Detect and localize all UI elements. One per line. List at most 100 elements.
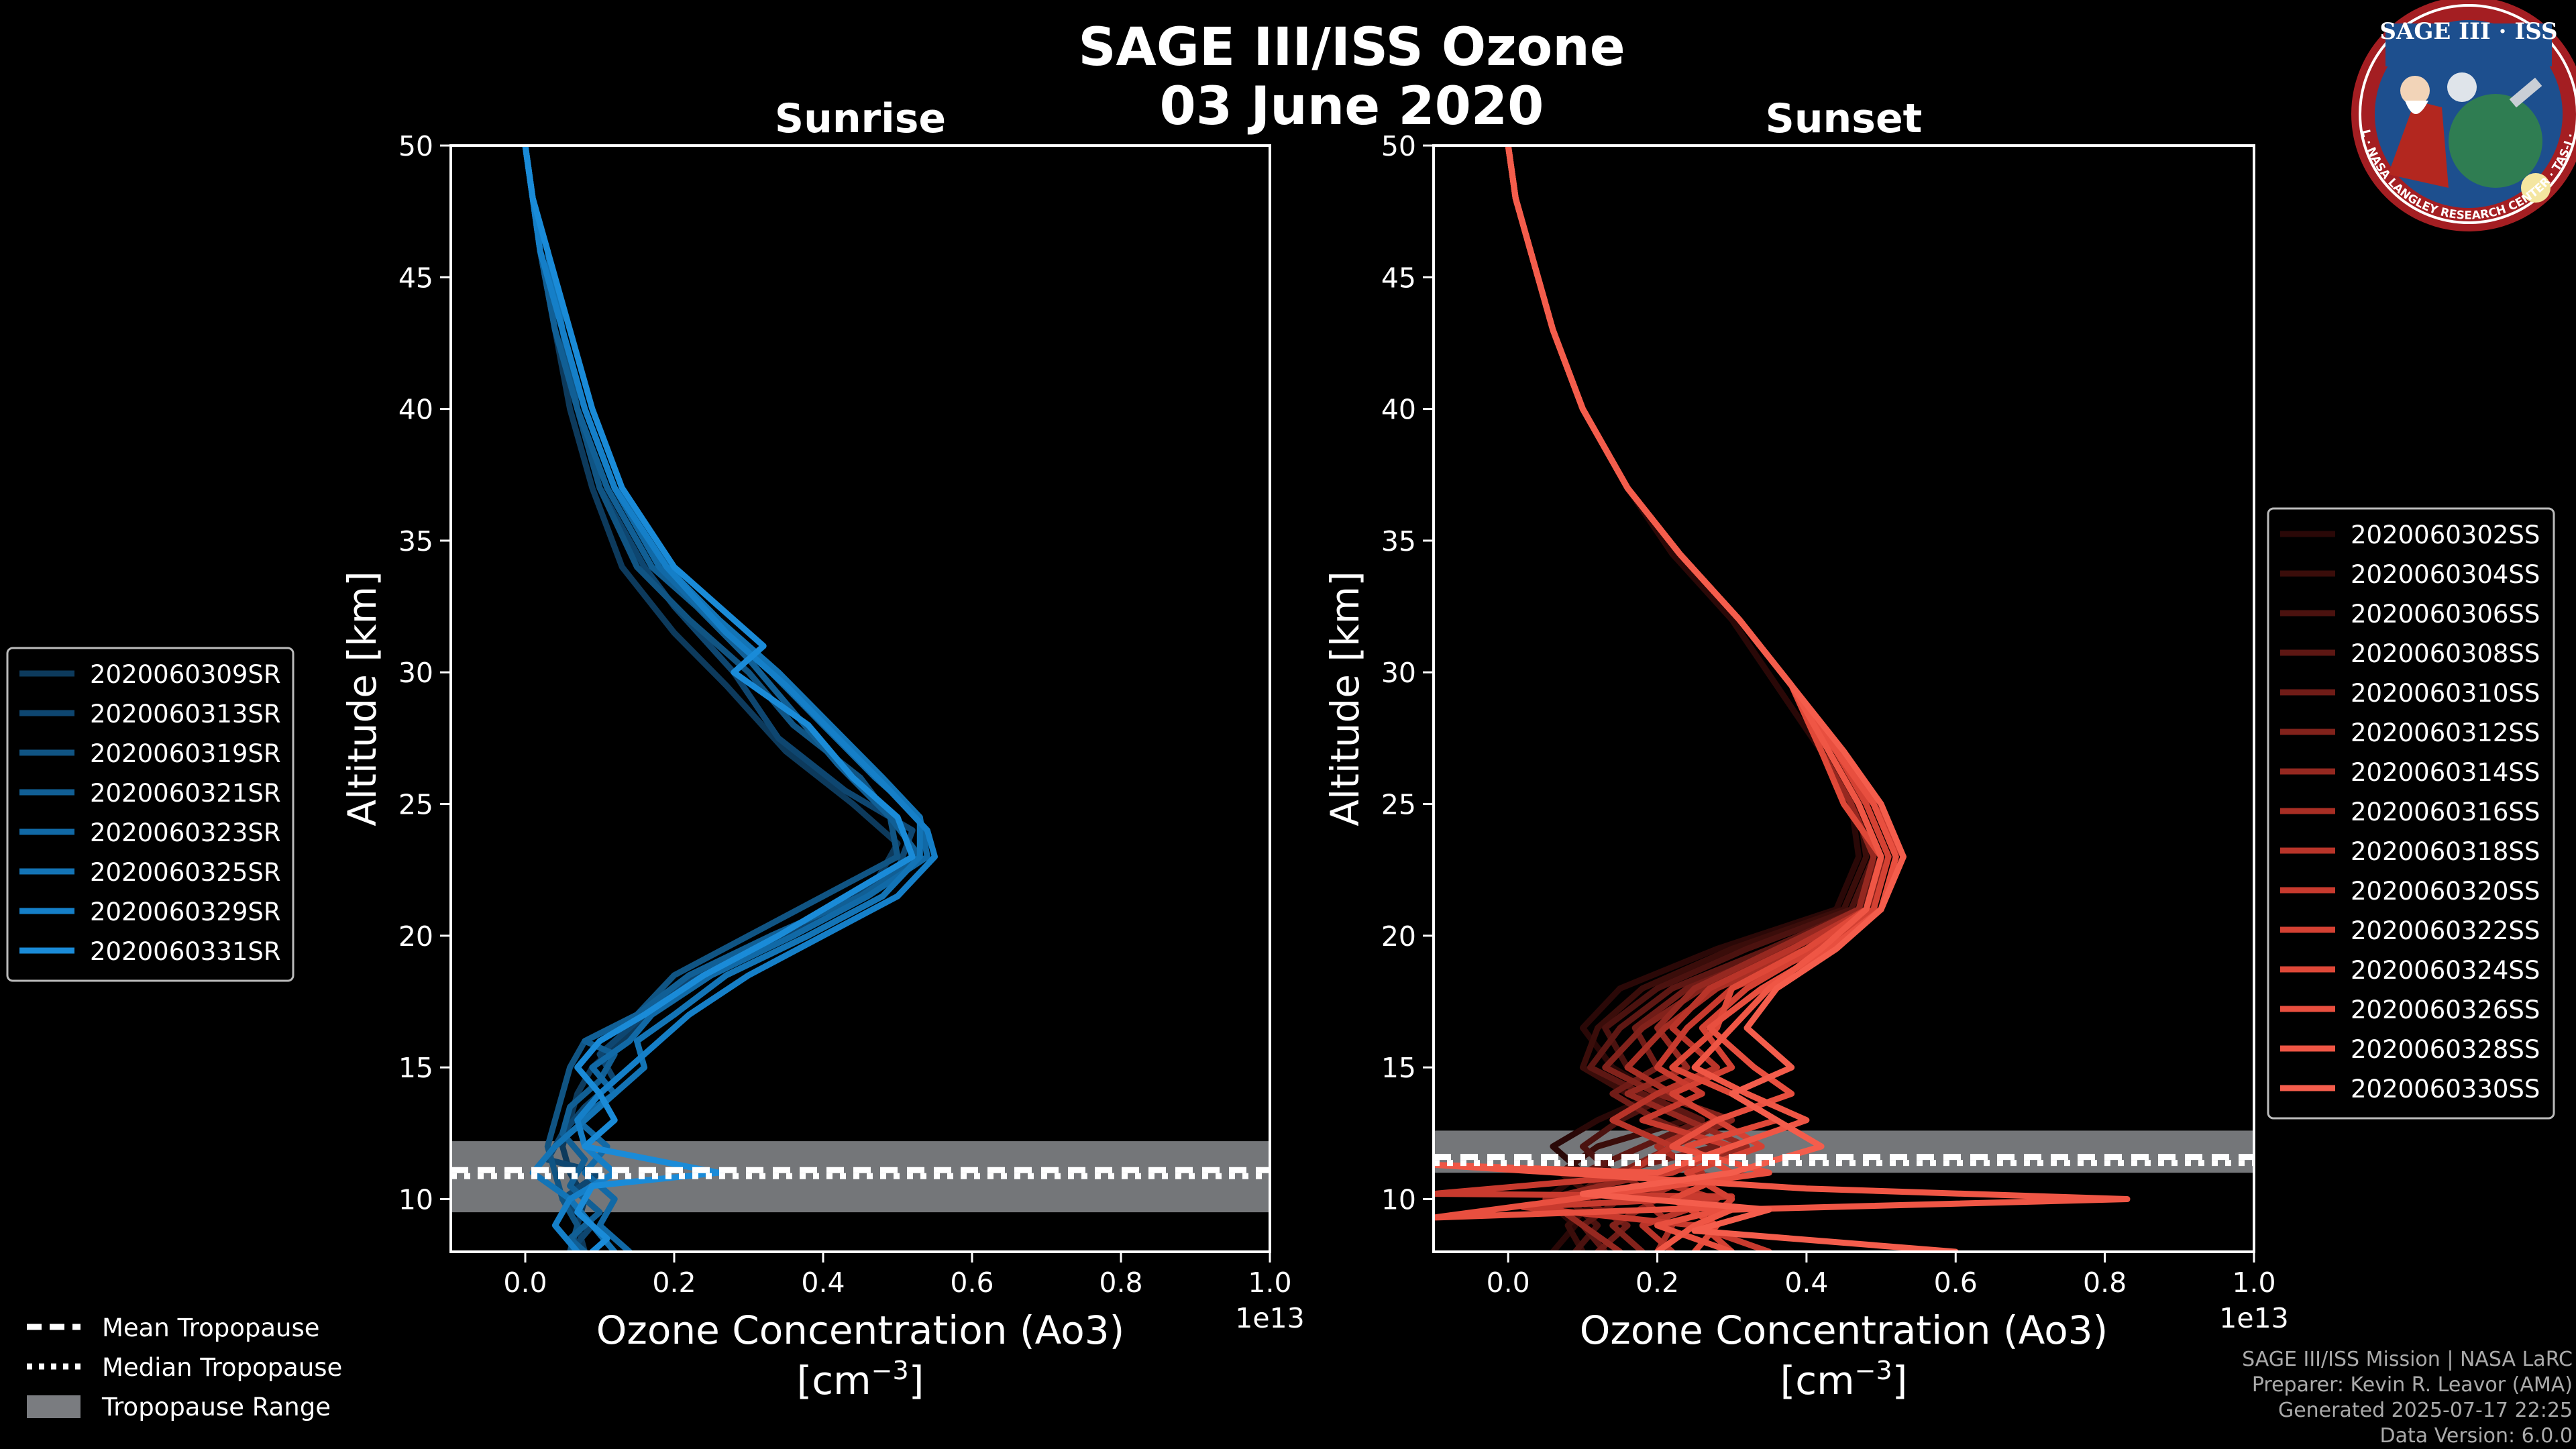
plot-area: [1434, 146, 2254, 1252]
legend-label-2020060302SS: 2020060302SS: [2351, 521, 2540, 549]
legend-label-2020060324SS: 2020060324SS: [2351, 956, 2540, 985]
x-axis-label: Ozone Concentration (Ao3): [1580, 1307, 2108, 1353]
series-line-2020060331SR: [522, 146, 916, 1252]
mean-tropopause-label: Mean Tropopause: [102, 1313, 320, 1342]
series-line-2020060330SS: [1505, 146, 1959, 1252]
sunset-panel: Sunset 10 15 20 25 30 35 40 45 50 0.0 0.2 0.4 0.6 0.8 1…: [1322, 95, 2289, 1403]
x-unit-prefix: [cm: [797, 1358, 871, 1403]
x-tick-label: 0.8: [2083, 1267, 2127, 1299]
x-tick-label: 0.8: [1099, 1267, 1142, 1299]
earth-icon: [2449, 94, 2542, 188]
y-tick-label: 45: [1381, 262, 1416, 294]
moon-icon: [2447, 72, 2477, 102]
x-axis-unit: [cm−3]: [1780, 1356, 1908, 1403]
sunrise-panel: Sunrise 10 15 20 25 30 35 40 45 50 0.0 0.2 0.4 0.6 0.8…: [339, 95, 1305, 1403]
legend-label-2020060321SR: 2020060321SR: [90, 779, 281, 808]
y-tick-label: 10: [398, 1183, 433, 1216]
y-tick-label: 25: [1381, 789, 1416, 821]
series-line-2020060323SR: [522, 146, 930, 1252]
y-tick-label: 20: [1381, 920, 1416, 953]
x-unit-suffix: ]: [909, 1358, 924, 1403]
sunset-legend: 2020060302SS 2020060304SS 2020060306SS 2020…: [2267, 507, 2555, 1120]
x-axis-unit: [cm−3]: [797, 1356, 924, 1403]
y-tick-label: 40: [398, 394, 433, 426]
legend-label-2020060310SS: 2020060310SS: [2351, 679, 2540, 708]
y-tick-label: 50: [398, 130, 433, 162]
panel-title: Sunset: [1766, 95, 1923, 142]
legend-label-2020060309SR: 2020060309SR: [90, 660, 281, 689]
series-line-2020060309SR: [522, 146, 901, 1252]
legend-label-2020060319SR: 2020060319SR: [90, 739, 281, 768]
y-tick-label: 30: [1381, 657, 1416, 689]
legend-label-2020060322SS: 2020060322SS: [2351, 916, 2540, 945]
legend-label-2020060313SR: 2020060313SR: [90, 700, 281, 729]
legend-label-2020060314SS: 2020060314SS: [2351, 758, 2540, 787]
series-line-2020060321SR: [522, 146, 923, 1252]
legend-label-2020060318SS: 2020060318SS: [2351, 837, 2540, 866]
median-tropopause-label: Median Tropopause: [102, 1353, 342, 1382]
panel-title: Sunrise: [775, 95, 946, 142]
y-axis-label: Altitude [km]: [339, 571, 385, 826]
wizard-icon: [2388, 101, 2449, 188]
x-tick-label: 0.6: [950, 1267, 994, 1299]
figure-subtitle: 03 June 2020: [1160, 76, 1544, 137]
legend-label-2020060320SS: 2020060320SS: [2351, 877, 2540, 906]
credit-line-4: Data Version: 6.0.0: [2380, 1424, 2573, 1448]
credit-line-3: Generated 2025-07-17 22:25: [2278, 1399, 2573, 1422]
x-unit-exponent: −3: [871, 1356, 909, 1385]
legend-label-2020060308SS: 2020060308SS: [2351, 639, 2540, 668]
y-tick-label: 45: [398, 262, 433, 294]
legend-label-2020060331SR: 2020060331SR: [90, 937, 281, 966]
x-tick-label: 0.4: [1784, 1267, 1828, 1299]
y-tick-label: 35: [1381, 525, 1416, 557]
tropopause-range-swatch: [27, 1395, 80, 1418]
tropopause-range-label: Tropopause Range: [101, 1393, 331, 1421]
y-tick-label: 10: [1381, 1183, 1416, 1216]
sage-logo: SAGE III · ISS BALL · NASA LANGLEY RESEA…: [2351, 0, 2576, 231]
credits: SAGE III/ISS Mission | NASA LaRC Prepare…: [2242, 1348, 2573, 1448]
credit-line-1: SAGE III/ISS Mission | NASA LaRC: [2242, 1348, 2573, 1371]
x-unit-exponent: −3: [1855, 1356, 1892, 1385]
x-tick-label: 0.0: [503, 1267, 547, 1299]
tropopause-legend: Mean Tropopause Median Tropopause Tropop…: [27, 1313, 342, 1421]
sunrise-legend: 2020060309SR 2020060313SR 2020060319SR 2020…: [6, 647, 294, 982]
legend-label-2020060316SS: 2020060316SS: [2351, 798, 2540, 826]
series-line-2020060329SR: [522, 146, 938, 1252]
legend-label-2020060312SS: 2020060312SS: [2351, 718, 2540, 747]
credit-line-2: Preparer: Kevin R. Leavor (AMA): [2252, 1373, 2573, 1397]
iss-icon: [2509, 77, 2542, 108]
y-tick-label: 50: [1381, 130, 1416, 162]
series-line-2020060316SS: [1505, 146, 1899, 1252]
series-line-2020060322SS: [1505, 146, 1892, 1252]
legend-label-2020060328SS: 2020060328SS: [2351, 1035, 2540, 1064]
series-line-2020060310SS: [1505, 146, 1892, 1252]
x-tick-label: 1.0: [2232, 1267, 2275, 1299]
sun-icon: [2521, 173, 2551, 203]
y-tick-label: 30: [398, 657, 433, 689]
x-tick-label: 0.0: [1487, 1267, 1530, 1299]
legend-label-2020060326SS: 2020060326SS: [2351, 996, 2540, 1024]
legend-frame: [2267, 507, 2555, 1120]
x-scale-label: 1e13: [2219, 1302, 2288, 1334]
logo-title: SAGE III · ISS: [2379, 18, 2557, 45]
legend-label-2020060325SR: 2020060325SR: [90, 858, 281, 887]
legend-frame: [6, 647, 294, 982]
y-tick-label: 15: [1381, 1052, 1416, 1084]
y-tick-label: 20: [398, 920, 433, 953]
legend-label-2020060306SS: 2020060306SS: [2351, 600, 2540, 629]
x-axis-label: Ozone Concentration (Ao3): [596, 1307, 1125, 1353]
x-tick-label: 0.6: [1934, 1267, 1978, 1299]
legend-label-2020060330SS: 2020060330SS: [2351, 1075, 2540, 1104]
x-tick-label: 0.4: [801, 1267, 845, 1299]
x-tick-label: 0.2: [1635, 1267, 1679, 1299]
x-tick-label: 0.2: [652, 1267, 696, 1299]
figure-title: SAGE III/ISS Ozone: [1078, 17, 1625, 78]
plot-area: [451, 146, 1270, 1252]
legend-label-2020060329SR: 2020060329SR: [90, 898, 281, 926]
plot-frame: [449, 144, 1271, 1253]
x-scale-label: 1e13: [1235, 1302, 1304, 1334]
plot-frame: [1432, 144, 2255, 1253]
x-tick-label: 1.0: [1248, 1267, 1291, 1299]
y-tick-label: 35: [398, 525, 433, 557]
